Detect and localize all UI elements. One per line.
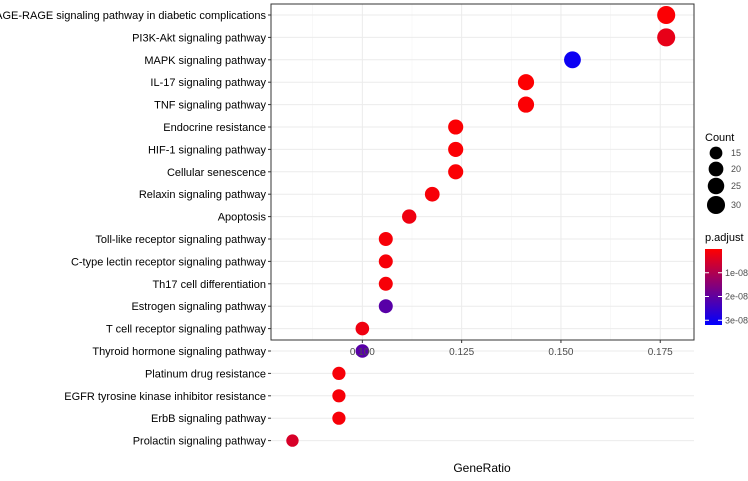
y-tick-label: ErbB signaling pathway <box>151 413 266 425</box>
y-tick-label: TNF signaling pathway <box>154 100 266 112</box>
y-tick-label: Platinum drug resistance <box>145 368 266 380</box>
y-tick-label: PI3K-Akt signaling pathway <box>132 32 266 44</box>
data-point <box>332 366 346 380</box>
data-point <box>378 231 393 247</box>
p-adjust-tick-label: 3e-08 <box>725 315 748 325</box>
y-tick-label: HIF-1 signaling pathway <box>148 144 267 156</box>
x-tick-label: 0.100 <box>350 347 375 358</box>
data-point <box>657 28 676 47</box>
count-legend-dot <box>709 146 723 160</box>
y-tick-label: Estrogen signaling pathway <box>131 301 266 313</box>
count-legend-label: 30 <box>731 200 741 210</box>
data-point <box>378 276 393 291</box>
y-tick-label: C-type lectin receptor signaling pathway <box>71 256 267 268</box>
count-legend: Count 15 20 25 30 <box>705 132 741 215</box>
data-point <box>378 254 393 269</box>
grid-lines <box>271 4 694 442</box>
x-axis-title: GeneRatio <box>453 461 511 475</box>
y-tick-label: Prolactin signaling pathway <box>133 436 267 448</box>
y-tick-label: Apoptosis <box>218 212 267 224</box>
y-tick-label: Thyroid hormone signaling pathway <box>92 346 266 358</box>
data-point <box>332 389 346 403</box>
y-tick-label: Th17 cell differentiation <box>152 279 266 291</box>
p-adjust-tick-label: 2e-08 <box>725 292 748 302</box>
data-point <box>517 74 535 91</box>
y-tick-label: Relaxin signaling pathway <box>139 189 267 201</box>
y-tick-label: EGFR tyrosine kinase inhibitor resistanc… <box>64 391 266 403</box>
data-point <box>448 164 464 180</box>
data-point <box>355 321 370 336</box>
p-adjust-tick-label: 1e-08 <box>725 268 748 278</box>
data-point <box>448 119 464 135</box>
data-point <box>448 141 464 157</box>
x-tick-label: 0.125 <box>449 347 474 358</box>
data-point <box>517 96 535 113</box>
count-legend-dot <box>708 161 724 177</box>
data-point <box>402 209 417 224</box>
y-tick-label: AGE-RAGE signaling pathway in diabetic c… <box>0 10 266 22</box>
count-legend-label: 25 <box>731 181 741 191</box>
y-tick-label: IL-17 signaling pathway <box>150 77 266 89</box>
data-point <box>355 344 370 358</box>
y-tick-label: Endocrine resistance <box>163 122 266 134</box>
y-tick-label: Toll-like receptor signaling pathway <box>95 234 266 246</box>
y-tick-label: MAPK signaling pathway <box>144 55 266 67</box>
y-tick-label: T cell receptor signaling pathway <box>106 324 266 336</box>
x-tick-label: 0.175 <box>648 347 673 358</box>
data-points <box>286 5 676 447</box>
count-legend-dot <box>706 195 726 215</box>
p-adjust-colorbar <box>705 249 722 325</box>
data-point <box>657 5 676 25</box>
count-legend-dot <box>707 177 725 195</box>
p-adjust-legend-title: p.adjust <box>705 232 744 244</box>
data-point <box>378 299 393 314</box>
count-legend-label: 15 <box>731 148 741 158</box>
data-point <box>332 411 346 425</box>
y-tick-label: Cellular senescence <box>167 167 266 179</box>
x-axis-labels: 0.100 0.125 0.150 0.175 <box>350 340 673 358</box>
data-point <box>424 186 440 202</box>
count-legend-title: Count <box>705 132 734 144</box>
x-tick-label: 0.150 <box>548 347 573 358</box>
p-adjust-legend: p.adjust 1e-08 2e-08 3e-08 <box>705 232 748 325</box>
count-legend-label: 20 <box>731 164 741 174</box>
data-point <box>564 51 581 69</box>
data-point <box>286 434 299 447</box>
y-axis-labels: AGE-RAGE signaling pathway in diabetic c… <box>0 10 271 448</box>
